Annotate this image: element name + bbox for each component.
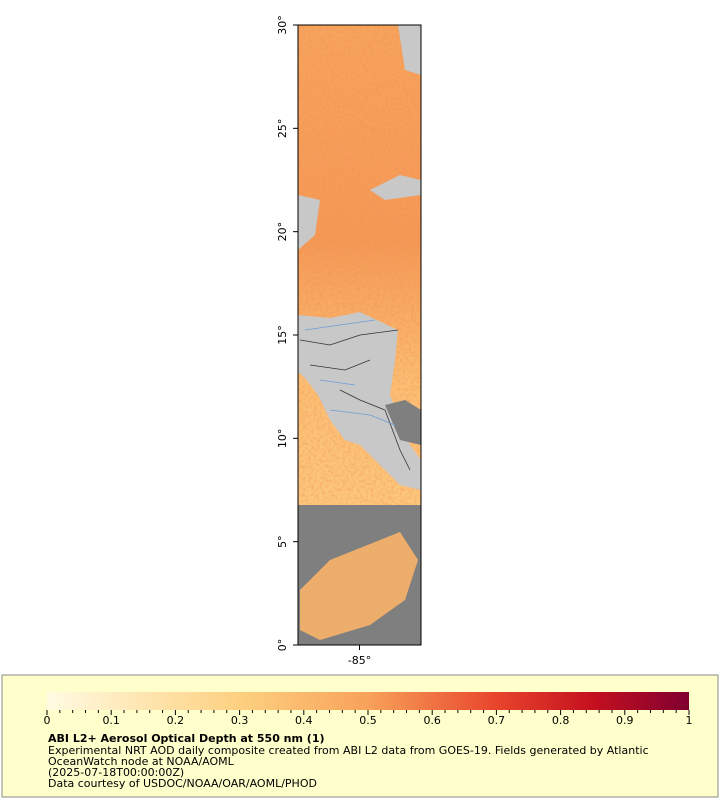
colorbar-tick-label: 0.7: [488, 714, 506, 727]
y-tick-label: 10°: [276, 429, 289, 449]
y-tick-label: 20°: [276, 222, 289, 242]
legend-line: (2025-07-18T00:00:00Z): [48, 766, 184, 779]
legend-title: ABI L2+ Aerosol Optical Depth at 550 nm …: [48, 732, 325, 745]
colorbar-tick-label: 0.5: [359, 714, 377, 727]
y-tick-label: 15°: [276, 325, 289, 345]
colorbar-tick-label: 0.9: [616, 714, 634, 727]
colorbar: [47, 692, 689, 710]
legend-line: OceanWatch node at NOAA/AOML: [48, 755, 235, 768]
colorbar-tick-label: 0.2: [167, 714, 185, 727]
y-tick-label: 30°: [276, 15, 289, 35]
legend-line: Experimental NRT AOD daily composite cre…: [48, 744, 649, 757]
colorbar-tick-label: 1: [686, 714, 693, 727]
colorbar-tick-label: 0.3: [231, 714, 249, 727]
y-tick-label: 0°: [276, 639, 289, 652]
colorbar-tick-label: 0.8: [552, 714, 570, 727]
y-tick-label: 5°: [276, 535, 289, 548]
legend-line: Data courtesy of USDOC/NOAA/OAR/AOML/PHO…: [48, 777, 317, 790]
colorbar-tick-label: 0: [44, 714, 51, 727]
colorbar-tick-label: 0.4: [295, 714, 313, 727]
y-tick-label: 25°: [276, 119, 289, 139]
map-image: [298, 25, 421, 645]
colorbar-tick-label: 0.6: [423, 714, 441, 727]
colorbar-tick-label: 0.1: [102, 714, 120, 727]
x-tick-label: -85°: [348, 654, 371, 667]
